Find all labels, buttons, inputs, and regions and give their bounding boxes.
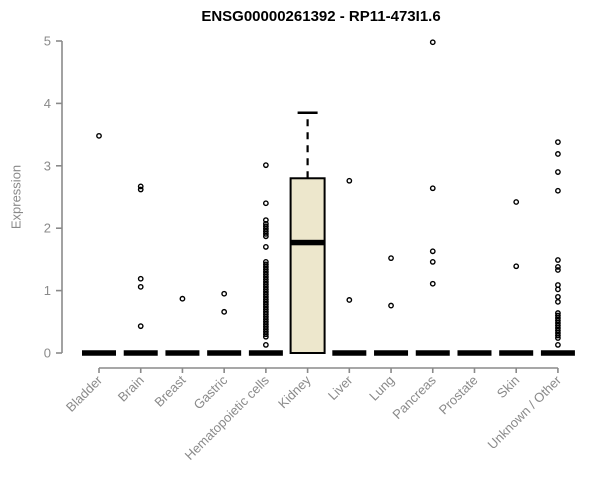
outlier-point	[555, 293, 561, 300]
outlier-point	[346, 297, 353, 303]
box-median	[290, 239, 325, 246]
outlier-point	[262, 333, 269, 340]
x-category-label: Prostate	[436, 373, 481, 418]
outlier-point	[555, 263, 561, 270]
x-category-label: Kidney	[275, 372, 314, 411]
x-category-label: Brain	[115, 373, 147, 405]
y-tick-label: 2	[44, 221, 51, 236]
outlier-point	[96, 132, 102, 139]
outlier-point	[555, 151, 561, 157]
zero-bar	[374, 350, 409, 356]
outlier-point	[388, 302, 394, 309]
outlier-point	[555, 257, 561, 263]
zero-bar	[165, 350, 200, 356]
outlier-point	[388, 255, 394, 262]
outlier-point	[555, 267, 561, 273]
zero-bar	[248, 350, 283, 356]
outlier-point	[429, 185, 436, 192]
outlier-point	[346, 177, 353, 184]
y-tick-label: 0	[44, 346, 51, 361]
zero-bar	[123, 350, 158, 356]
zero-bar	[457, 350, 492, 356]
chart-title: ENSG00000261392 - RP11-473I1.6	[201, 8, 441, 25]
outlier-point	[429, 258, 436, 265]
x-category-label: Bladder	[63, 372, 106, 415]
x-category-label: Pancreas	[389, 372, 439, 422]
outlier-point	[262, 244, 269, 250]
outlier-point	[262, 162, 269, 169]
outlier-point	[262, 233, 269, 240]
outlier-point	[137, 283, 144, 290]
outlier-point	[429, 39, 436, 46]
outlier-point	[555, 335, 561, 341]
zero-bar	[332, 350, 367, 356]
x-category-label: Unknown / Other	[484, 372, 564, 452]
outlier-point	[513, 199, 520, 205]
outlier-point	[262, 331, 269, 338]
zero-bar	[415, 350, 450, 356]
outlier-point	[137, 323, 144, 330]
outlier-point	[262, 341, 269, 348]
outlier-point	[221, 290, 228, 297]
outlier-point	[429, 248, 436, 255]
y-tick-label: 3	[44, 158, 51, 173]
outlier-point	[262, 230, 269, 237]
outlier-point	[555, 286, 561, 293]
outlier-point	[262, 200, 269, 207]
zero-bar	[207, 350, 242, 356]
outlier-point	[179, 295, 186, 302]
x-category-label: Skin	[494, 373, 522, 401]
outlier-point	[137, 186, 144, 193]
x-category-label: Liver	[325, 372, 356, 403]
y-tick-label: 5	[44, 34, 51, 49]
outlier-point	[137, 275, 144, 282]
y-tick-label: 4	[44, 96, 51, 111]
zero-bar	[82, 350, 116, 356]
outlier-point	[513, 263, 520, 270]
x-category-label: Gastric	[191, 372, 231, 412]
outlier-point	[429, 280, 436, 287]
outlier-point	[555, 139, 561, 145]
outlier-point	[555, 169, 561, 175]
outlier-point	[555, 187, 561, 194]
x-category-label: Lung	[366, 373, 397, 404]
zero-bar	[499, 350, 534, 356]
outlier-point	[137, 183, 144, 190]
y-tick-label: 1	[44, 283, 51, 298]
outlier-point	[555, 332, 561, 339]
zero-bar	[540, 350, 575, 356]
x-category-label: Breast	[151, 372, 188, 409]
outlier-point	[555, 341, 561, 348]
box	[289, 177, 326, 354]
outlier-point	[221, 308, 228, 315]
outlier-point	[555, 298, 561, 305]
